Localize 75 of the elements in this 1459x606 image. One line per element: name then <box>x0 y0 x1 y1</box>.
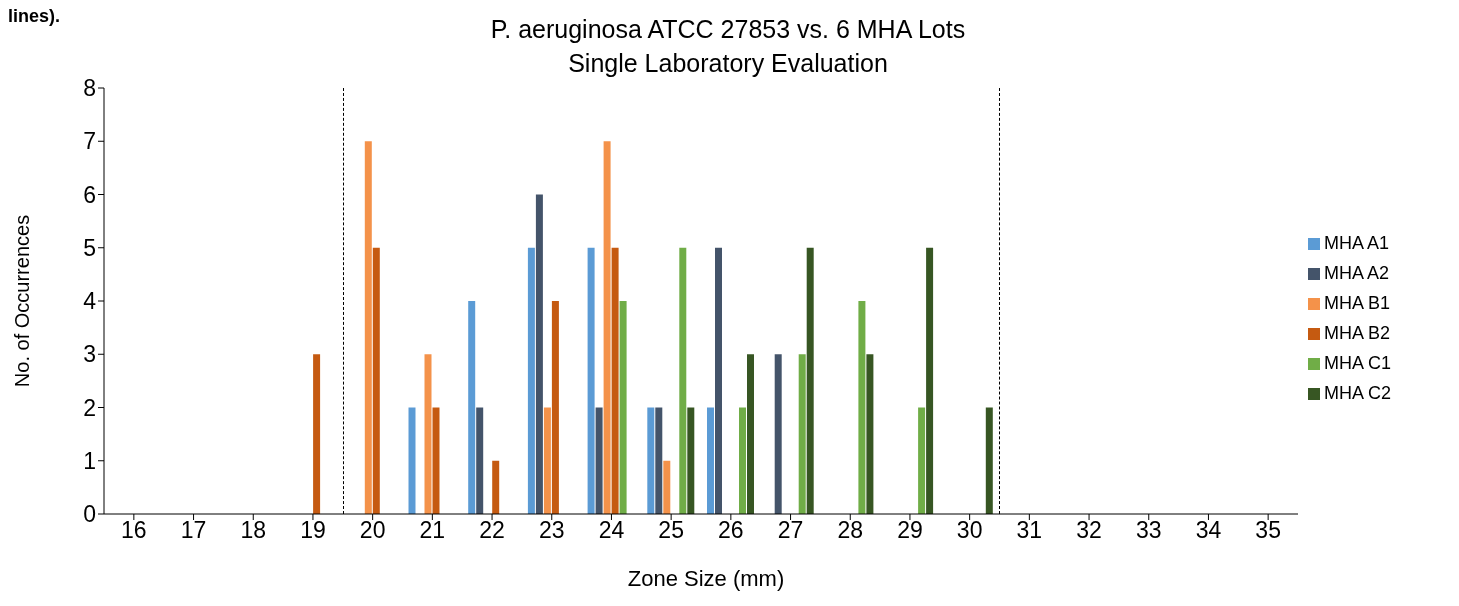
bar <box>611 247 619 514</box>
x-tick-label: 30 <box>956 517 983 544</box>
x-tick-label: 31 <box>1016 517 1043 544</box>
x-tick-label: 16 <box>121 517 147 544</box>
y-tick-label: 7 <box>83 128 96 155</box>
bar <box>313 354 321 514</box>
bar <box>866 354 874 514</box>
bar <box>707 407 714 514</box>
y-axis-title: No. of Occurrences <box>11 214 34 388</box>
bar <box>619 301 627 514</box>
bar <box>739 407 746 514</box>
bar <box>468 301 476 514</box>
legend-label: MHA A2 <box>1324 263 1390 283</box>
y-tick-label: 5 <box>83 234 96 261</box>
text: lines). <box>8 7 61 27</box>
x-tick-label: 20 <box>359 517 386 544</box>
bar <box>527 247 535 514</box>
chart-title: P. aeruginosa ATCC 27853 vs. 6 MHA Lots <box>490 15 966 43</box>
chart-subtitle: Single Laboratory Evaluation <box>568 49 888 77</box>
bar <box>424 354 432 514</box>
bar <box>774 354 782 514</box>
bar <box>747 354 754 514</box>
y-tick-label: 1 <box>83 447 96 474</box>
x-tick-label: 33 <box>1135 517 1162 544</box>
x-tick-label: 34 <box>1195 517 1222 544</box>
bar <box>715 247 722 514</box>
bar <box>543 407 551 514</box>
bar <box>492 460 500 514</box>
bar <box>551 301 559 514</box>
y-tick-label: 0 <box>83 501 96 528</box>
bar <box>663 460 671 514</box>
bar <box>603 141 611 514</box>
x-axis-title: Zone Size (mm) <box>626 566 786 592</box>
legend-label: MHA A1 <box>1324 233 1390 253</box>
bar <box>679 247 687 514</box>
bar <box>985 407 993 514</box>
legend-label: MHA B1 <box>1324 293 1391 313</box>
x-tick-label: 22 <box>479 517 505 544</box>
bar <box>806 247 814 514</box>
y-tick-label: 3 <box>83 341 96 368</box>
bar <box>926 247 934 514</box>
x-tick-label: 19 <box>300 517 326 544</box>
x-tick-label: 18 <box>240 517 267 544</box>
y-tick-label: 8 <box>83 75 96 102</box>
bar <box>476 407 484 514</box>
bar <box>535 194 543 514</box>
bar <box>918 407 926 514</box>
bar <box>655 407 663 514</box>
x-tick-label: 28 <box>837 517 864 544</box>
y-tick-label: 4 <box>83 288 97 315</box>
x-tick-label: 35 <box>1255 517 1281 544</box>
bar <box>408 407 416 514</box>
legend-label: MHA C1 <box>1324 353 1392 373</box>
x-tick-label: 21 <box>419 517 446 544</box>
bar <box>595 407 603 514</box>
bar <box>858 301 866 514</box>
bar <box>432 407 440 514</box>
x-tick-label: 24 <box>598 517 625 544</box>
bar <box>798 354 806 514</box>
bar <box>687 407 695 514</box>
x-tick-label: 23 <box>538 517 565 544</box>
x-tick-label: 27 <box>777 517 804 544</box>
x-tick-label: 26 <box>718 517 744 544</box>
x-tick-label: 29 <box>897 517 923 544</box>
x-tick-label: 17 <box>180 517 207 544</box>
legend-label: MHA B2 <box>1324 323 1391 343</box>
bar <box>364 141 372 514</box>
legend-label: MHA C2 <box>1324 383 1392 403</box>
bar <box>587 247 595 514</box>
y-tick-label: 6 <box>83 181 96 208</box>
bar <box>372 247 380 514</box>
y-tick-label: 2 <box>83 394 96 421</box>
bar <box>647 407 655 514</box>
x-tick-label: 25 <box>658 517 684 544</box>
x-tick-label: 32 <box>1076 517 1102 544</box>
